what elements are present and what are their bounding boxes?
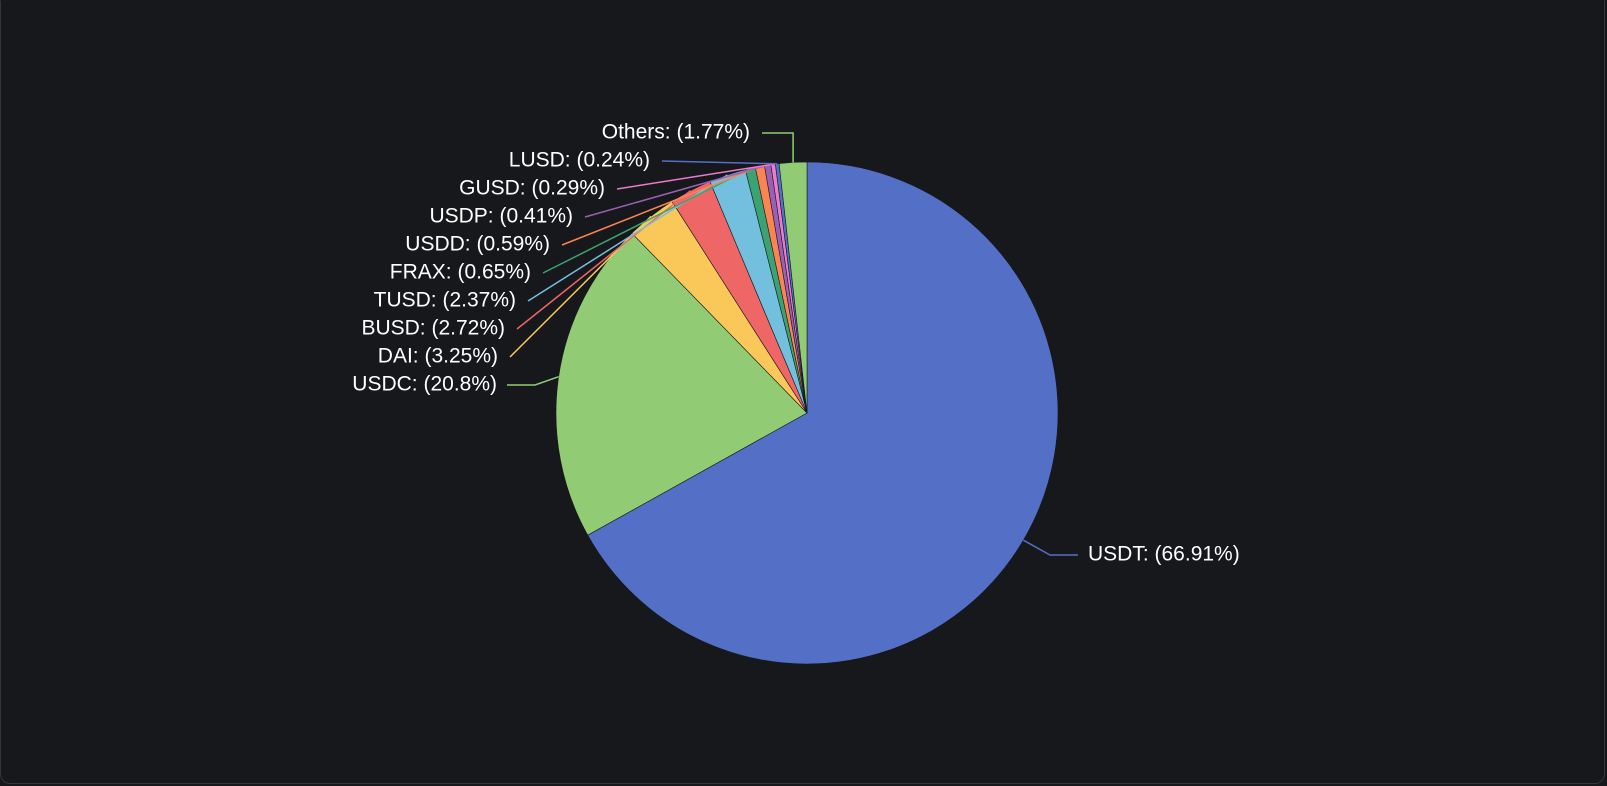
leader-line-dai — [509, 215, 652, 358]
pie-slices — [555, 161, 1059, 665]
slice-label-lusd: LUSD: (0.24%) — [509, 149, 650, 172]
slice-label-gusd: GUSD: (0.29%) — [459, 177, 605, 200]
leader-line-others — [762, 132, 794, 163]
slice-label-tusd: TUSD: (2.37%) — [374, 289, 516, 312]
slice-label-frax: FRAX: (0.65%) — [390, 261, 531, 284]
pie-slice-usdt[interactable] — [587, 161, 1059, 665]
leader-line-usdt — [1023, 539, 1078, 556]
leader-line-usdp — [584, 164, 768, 218]
slice-label-usdd: USDD: (0.59%) — [405, 233, 550, 256]
slice-label-usdp: USDP: (0.41%) — [429, 205, 573, 228]
slice-label-usdt: USDT: (66.91%) — [1088, 543, 1240, 566]
slice-label-dai: DAI: (3.25%) — [378, 345, 498, 368]
leader-line-lusd — [661, 160, 778, 165]
slice-label-usdc: USDC: (20.8%) — [352, 373, 497, 396]
label-leader-lines — [507, 132, 1078, 556]
slice-label-others: Others: (1.77%) — [602, 121, 750, 144]
leader-line-usdc — [507, 375, 559, 386]
leader-line-gusd — [616, 163, 774, 190]
leader-line-usdd — [561, 165, 761, 246]
leader-line-frax — [542, 167, 751, 274]
slice-labels: USDT: (66.91%) USDC: (20.8%) DAI: (3.25%) B… — [352, 121, 1239, 566]
slice-label-busd: BUSD: (2.72%) — [361, 317, 505, 340]
